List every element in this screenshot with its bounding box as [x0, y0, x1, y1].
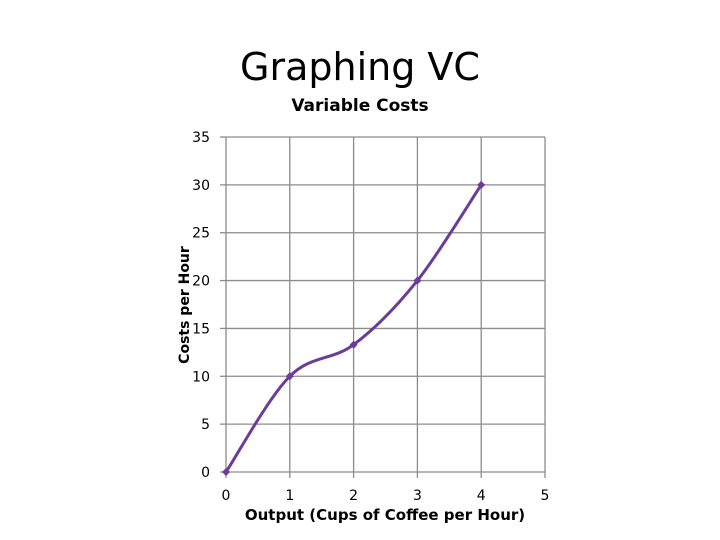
y-tick-label: 10: [192, 369, 210, 385]
y-tick-label: 35: [192, 130, 210, 146]
chart-title: Variable Costs: [291, 96, 429, 116]
x-tick-label: 4: [477, 488, 486, 504]
y-tick-label: 25: [192, 226, 210, 242]
data-point: [222, 468, 230, 476]
x-tick-label: 2: [349, 488, 358, 504]
y-tick-label: 5: [201, 417, 210, 433]
slide-title: Graphing VC: [240, 45, 480, 89]
x-axis-label: Output (Cups of Coffee per Hour): [244, 506, 526, 524]
y-tick-label: 15: [192, 321, 210, 337]
x-tick-label: 1: [285, 488, 294, 504]
y-tick-labels: 0 5 10 15 20 25 30 35: [192, 130, 210, 481]
data-point: [349, 340, 358, 349]
data-point: [413, 276, 422, 285]
data-points: [222, 180, 486, 476]
chart-grid: [220, 136, 546, 478]
data-point: [285, 372, 294, 381]
y-tick-label: 30: [192, 178, 210, 194]
y-tick-label: 0: [201, 465, 210, 481]
x-tick-label: 3: [413, 488, 422, 504]
y-tick-label: 20: [192, 274, 210, 290]
y-axis-label: Costs per Hour: [177, 246, 193, 364]
x-tick-label: 0: [222, 488, 231, 504]
x-tick-labels: 0 1 2 3 4 5: [222, 488, 550, 504]
x-tick-label: 5: [541, 488, 550, 504]
data-point: [477, 180, 486, 189]
